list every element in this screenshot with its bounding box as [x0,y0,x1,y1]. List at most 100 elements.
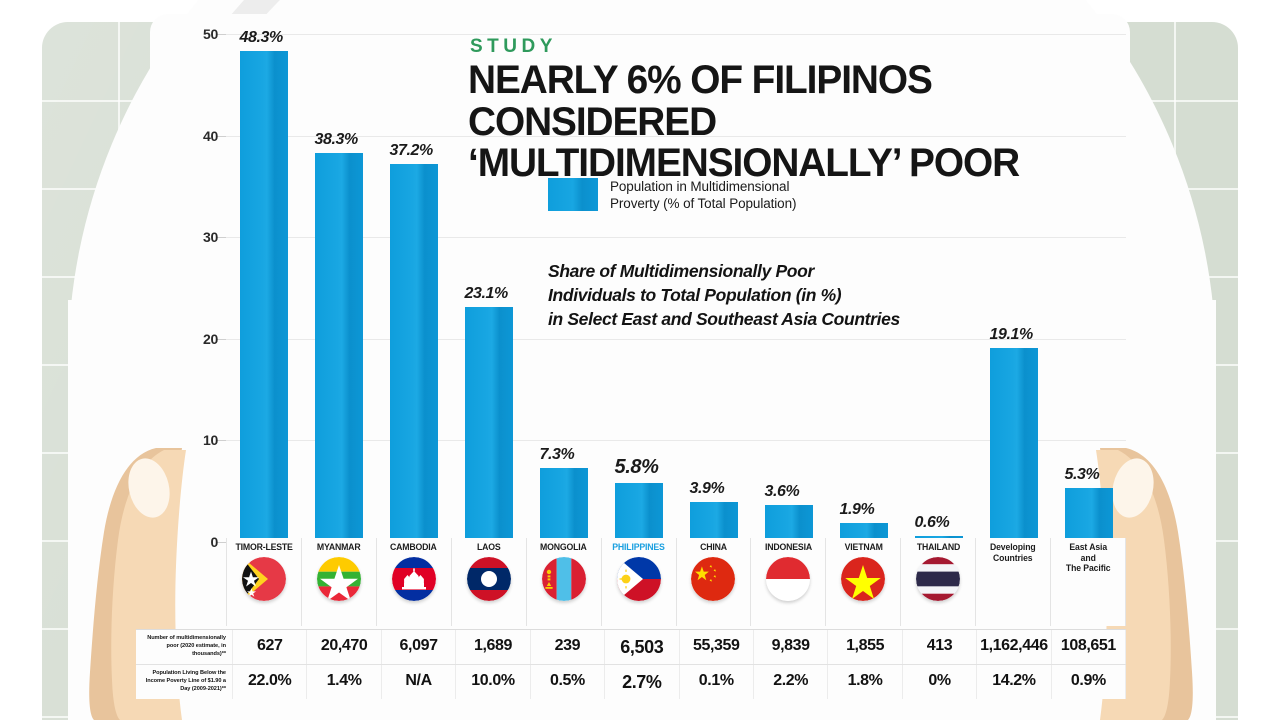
bar-value-label: 0.6% [914,513,950,531]
flag-icon-myanmar [316,557,361,602]
flag-icon-china [691,557,736,602]
subtitle-line-1: Share of Multidimensionally Poor [548,261,814,281]
flag-icon-philippines [616,557,661,602]
category-cell-timor-leste[interactable]: TIMOR-LESTE [226,538,301,626]
table-cell: 0.5% [529,665,604,699]
bar-philippines[interactable]: 5.8% [614,456,663,542]
table-cell: 1,855 [827,630,901,664]
category-cell-east-asia-and-the-pacific[interactable]: East Asia and The Pacific [1050,538,1127,626]
category-label: PHILIPPINES [612,542,665,553]
bar-timor-leste[interactable]: 48.3% [239,29,288,542]
table-cell: 1,689 [455,630,529,664]
y-axis-tick-mark [217,338,226,340]
legend-swatch-icon [548,178,598,211]
category-cell-mongolia[interactable]: MONGOLIA [525,538,601,626]
category-label: INDONESIA [764,542,812,553]
category-cell-developing-countries[interactable]: Developing Countries [975,538,1051,626]
category-cell-thailand[interactable]: THAILAND [900,538,976,626]
flag-icon-mongolia [541,557,586,602]
bar-developing-countries[interactable]: 19.1% [989,326,1038,542]
category-cell-cambodia[interactable]: CAMBODIA [375,538,451,626]
y-axis-tick-mark [217,237,226,239]
category-label: LAOS [476,542,501,553]
bar-value-label: 5.3% [1064,466,1100,484]
bar-myanmar[interactable]: 38.3% [314,131,363,542]
bar-mongolia[interactable]: 7.3% [539,446,588,542]
table-cell: 9,839 [752,630,827,664]
flag-icon-timor-leste [241,557,286,602]
table-cell: 1.4% [306,665,380,699]
y-axis-tick-label: 0 [210,534,219,550]
table-row: Number of multidimensionally poor (2020 … [136,630,1127,665]
table-cell: N/A [380,665,455,699]
bar-cambodia[interactable]: 37.2% [389,142,438,542]
chart-subtitle: Share of Multidimensionally Poor Individ… [548,260,968,331]
flag-icon-laos [466,557,511,602]
bar-value-label: 23.1% [464,285,509,303]
gridline [226,135,1126,137]
table-cell: 22.0% [232,665,306,699]
subtitle-line-2: Individuals to Total Population (in %) [548,284,842,305]
y-axis-tick-label: 50 [203,26,218,42]
table-cell: 0.9% [1050,665,1127,699]
table-cell: 10.0% [455,665,529,699]
chart-legend: Population in Multidimensional Proverty … [548,178,797,213]
category-label: CHINA [700,542,727,553]
category-cell-vietnam[interactable]: VIETNAM [825,538,901,626]
headline-line-1: NEARLY 6% OF FILIPINOS CONSIDERED [468,58,933,144]
row-cells-poor-count: 627 20,470 6,097 1,689 239 6,503 55,359 9,839 1,… [232,630,1127,664]
row-label-poor-count: Number of multidimensionally poor (2020 … [147,635,226,657]
table-cell: 1,162,446 [976,630,1050,664]
category-cell-china[interactable]: CHINA [675,538,751,626]
table-cell: 6,097 [380,630,455,664]
bar-value-label: 5.8% [614,456,659,479]
category-label: TIMOR-LESTE [235,542,293,553]
bar-china[interactable]: 3.9% [689,480,738,542]
flag-icon-cambodia [391,557,436,602]
bar-slot: 19.1% [976,34,1051,542]
category-label: THAILAND [916,542,960,553]
y-axis-tick-mark [217,34,226,35]
y-axis-tick-label: 30 [203,229,218,246]
gridline [226,338,1126,340]
table-cell: 627 [232,630,306,664]
bar-slot: 38.3% [301,34,376,542]
row-cells-income-poverty: 22.0% 1.4% N/A 10.0% 0.5% 2.7% 0.1% 2.2% 1.8% 0% 1… [232,665,1127,699]
bar-slot: 5.8% [601,34,676,542]
bar-laos[interactable]: 23.1% [464,285,513,542]
bar-value-label: 38.3% [314,130,359,148]
bar-east-asia-and-the-pacific[interactable]: 5.3% [1064,466,1113,542]
table-cell: 0.1% [678,665,753,699]
y-axis-tick-label: 20 [203,330,218,347]
gridline [226,440,1126,442]
subtitle-line-3: in Select East and Southeast Asia Countr… [548,308,900,329]
category-label: MYANMAR [317,542,361,553]
bar-value-label: 3.6% [764,483,800,501]
bar-vietnam[interactable]: 1.9% [839,501,888,542]
category-cell-indonesia[interactable]: INDONESIA [750,538,826,626]
y-axis-tick-label: 10 [203,432,218,449]
category-label: CAMBODIA [390,542,438,553]
bar-slot: 23.1% [451,34,526,542]
bar-slot: 3.9% [676,34,751,542]
category-cell-philippines[interactable]: PHILIPPINES [600,538,676,626]
gridline [226,237,1126,239]
bar-slot: 3.6% [751,34,826,542]
category-cell-laos[interactable]: LAOS [450,538,526,626]
bar-series: 48.3% 38.3% 37.2% 23.1% 7.3% 5.8% 3.9% 3.6% 1.9%… [226,29,1126,542]
category-cell-myanmar[interactable]: MYANMAR [300,538,376,626]
headline-line-2: ‘MULTIDIMENSIONALLY’ POOR [468,141,1020,186]
table-cell: 1.8% [827,665,901,699]
page-title: NEARLY 6% OF FILIPINOS CONSIDERED ‘MULTI… [468,58,1159,186]
bar-value-label: 48.3% [239,29,284,47]
bar-value-label: 37.2% [389,142,434,160]
table-cell: 2.7% [604,665,678,699]
plot-area: 0 10 20 30 40 50 48.3% 38.3% 37.2% 23.1% 7.3% 5.8%… [203,26,1126,550]
table-cell: 413 [901,630,976,664]
bar-indonesia[interactable]: 3.6% [764,483,813,542]
legend-label-line-2: Proverty (% of Total Population) [610,196,797,212]
flag-icon-indonesia [766,557,811,602]
data-table: Number of multidimensionally poor (2020 … [136,629,1127,699]
table-cell: 108,651 [1050,630,1127,664]
table-cell: 0% [901,665,976,699]
